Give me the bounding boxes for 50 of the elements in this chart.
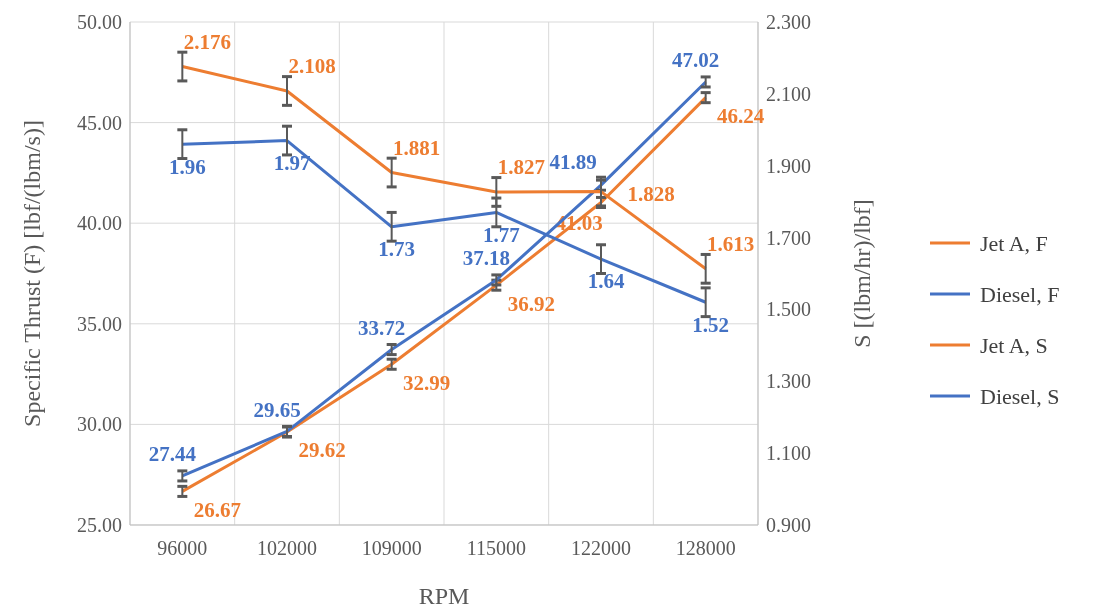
data-label: 37.18 (462, 246, 510, 271)
x-tick-label: 96000 (157, 537, 208, 559)
data-label: 29.65 (253, 397, 301, 422)
x-tick-label: 128000 (675, 537, 736, 559)
x-axis-title: RPM (418, 583, 470, 609)
y2-tick-label: 1.700 (766, 226, 811, 249)
y2-tick-label: 1.900 (766, 154, 811, 177)
y2-tick-label: 2.300 (766, 11, 811, 33)
y2-axis-title: S [(lbm/hr)/lbf] (849, 199, 875, 348)
y-tick-label: 25.00 (77, 514, 122, 536)
data-label: 1.96 (168, 154, 206, 179)
data-label: 1.64 (587, 269, 625, 294)
data-label: 1.52 (692, 312, 730, 337)
y2-tick-label: 2.100 (766, 82, 811, 105)
data-label: 1.881 (393, 135, 441, 160)
y2-tick-label: 1.100 (766, 442, 811, 465)
y-tick-label: 40.00 (77, 212, 122, 235)
y2-tick-label: 0.900 (766, 514, 811, 536)
data-label: 46.24 (717, 104, 765, 128)
legend-label: Jet A, S (980, 332, 1048, 358)
data-label: 36.92 (507, 291, 555, 316)
data-label: 41.89 (549, 149, 597, 174)
legend-label: Diesel, F (980, 281, 1060, 307)
y-tick-label: 30.00 (77, 413, 122, 436)
y2-tick-label: 1.500 (766, 298, 811, 321)
data-label: 1.613 (707, 232, 755, 257)
data-label: 1.73 (378, 237, 416, 262)
y2-tick-label: 1.300 (766, 370, 811, 393)
y-axis-title: Specific Thrust (F) [lbf/(lbm/s)] (19, 120, 45, 427)
data-label: 2.108 (288, 54, 336, 79)
data-label: 1.97 (273, 150, 311, 175)
data-label: 1.827 (497, 155, 545, 180)
data-label: 47.02 (672, 48, 720, 73)
data-label: 27.44 (148, 442, 197, 467)
x-tick-label: 109000 (361, 537, 422, 559)
data-label: 29.62 (298, 438, 346, 463)
y-tick-label: 50.00 (77, 11, 122, 33)
data-label: 33.72 (358, 315, 406, 340)
y-tick-label: 45.00 (77, 111, 122, 134)
x-tick-label: 102000 (257, 537, 317, 559)
legend-label: Jet A, F (980, 230, 1048, 256)
data-label: 1.77 (482, 222, 520, 247)
legend-label: Diesel, S (980, 383, 1060, 409)
data-label: 2.176 (183, 29, 231, 54)
data-label: 32.99 (403, 370, 451, 395)
data-label: 26.67 (193, 497, 241, 522)
x-tick-label: 115000 (466, 537, 526, 559)
x-tick-label: 122000 (571, 537, 631, 559)
data-label: 1.828 (627, 181, 675, 206)
y-tick-label: 35.00 (77, 312, 122, 335)
